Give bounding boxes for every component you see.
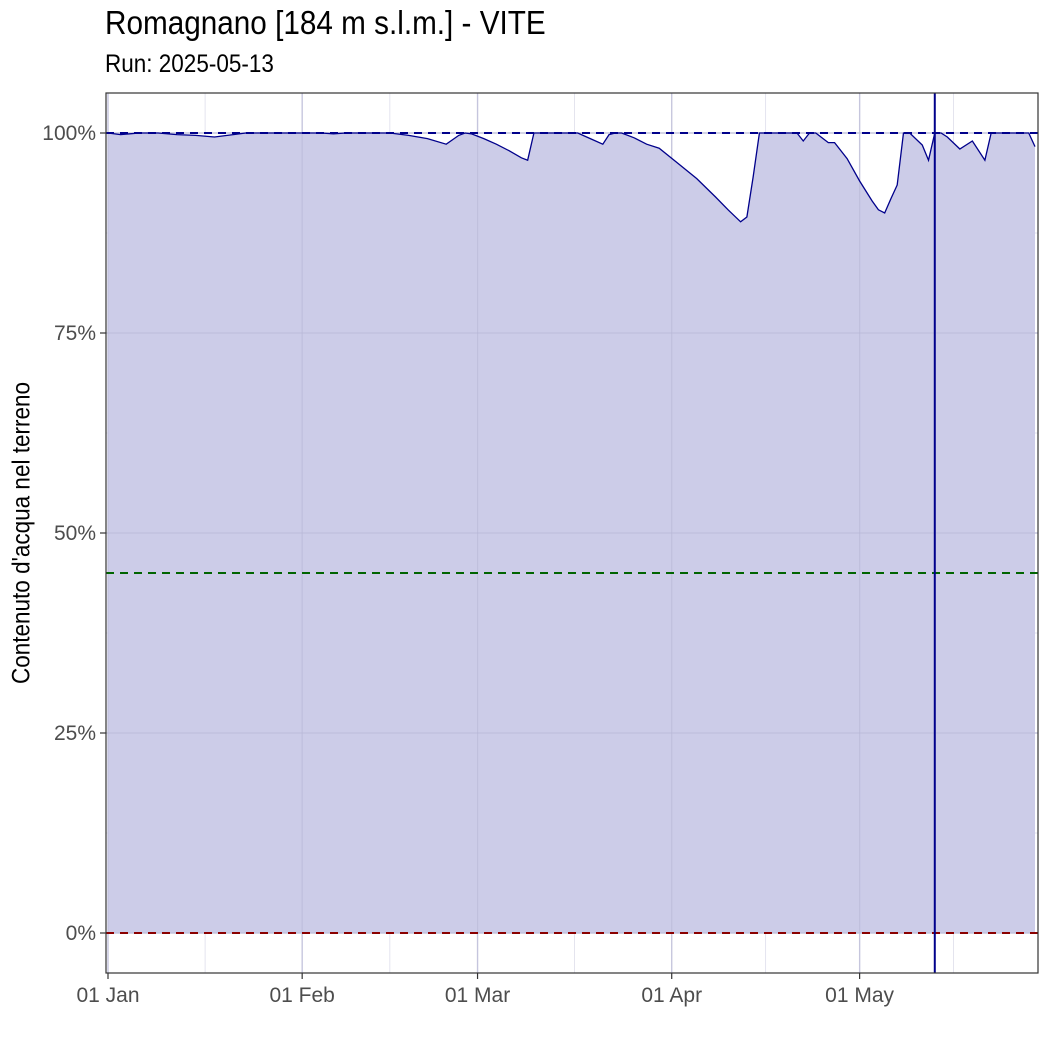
y-tick-label: 100% xyxy=(42,122,96,145)
y-tick-label: 0% xyxy=(66,922,96,945)
x-tick-label: 01 Jan xyxy=(76,984,139,1007)
x-tick-label: 01 May xyxy=(825,984,894,1007)
y-tick-label: 50% xyxy=(54,522,96,545)
chart-title: Romagnano [184 m s.l.m.] - VITE xyxy=(105,4,546,41)
chart-subtitle: Run: 2025-05-13 xyxy=(105,50,274,78)
x-tick-label: 01 Mar xyxy=(445,984,510,1007)
y-tick-label: 75% xyxy=(54,322,96,345)
x-tick-label: 01 Apr xyxy=(641,984,702,1007)
y-tick-label: 25% xyxy=(54,722,96,745)
x-tick-label: 01 Feb xyxy=(269,984,334,1007)
